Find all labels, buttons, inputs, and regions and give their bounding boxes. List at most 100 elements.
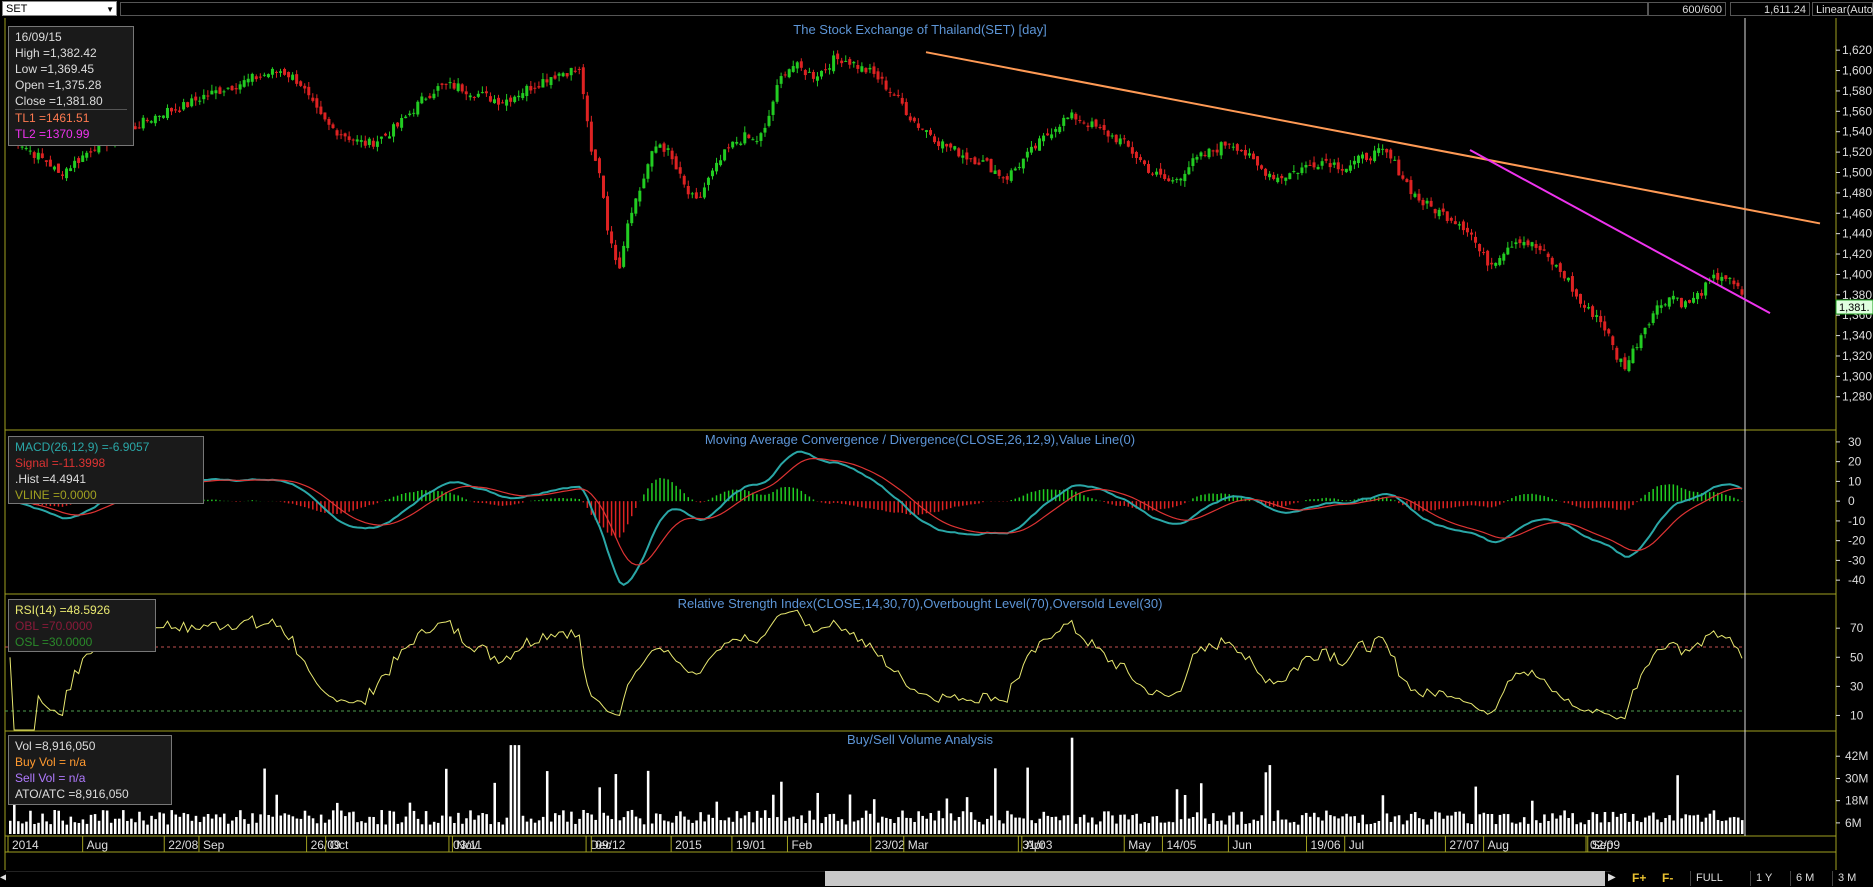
- trendline-tl2[interactable]: [1469, 149, 1771, 315]
- date-tick-label: 22/08: [168, 838, 198, 852]
- volume-bar: [1470, 824, 1474, 834]
- volume-bar: [739, 818, 743, 834]
- scroll-left-icon[interactable]: ◀: [0, 872, 8, 883]
- volume-bar: [17, 821, 20, 834]
- candle-body: [1562, 271, 1566, 279]
- zoom-out-icon[interactable]: F-: [1662, 871, 1674, 885]
- candle-body: [194, 96, 198, 101]
- volume-bar: [1208, 823, 1211, 834]
- volume-bar: [323, 822, 327, 834]
- range-6m-button[interactable]: 6 M: [1790, 871, 1819, 886]
- candle-body: [1268, 173, 1272, 178]
- range-3m-button[interactable]: 3 M: [1832, 871, 1861, 886]
- candle-body: [254, 76, 258, 80]
- candle-body: [1526, 240, 1530, 246]
- scroll-thumb[interactable]: [825, 871, 1605, 886]
- candle-body: [1312, 162, 1316, 168]
- volume-bar: [1413, 812, 1417, 834]
- candle-body: [1542, 249, 1546, 251]
- rsi-tick-label: 30: [1850, 679, 1864, 693]
- volume-tick-label: 18M: [1845, 794, 1868, 808]
- chevron-down-icon[interactable]: ▼: [106, 5, 114, 14]
- symbol-select[interactable]: SET ▼: [2, 1, 117, 16]
- candle-body: [1304, 164, 1308, 168]
- candle-body: [1603, 321, 1607, 331]
- volume-bar: [311, 818, 315, 834]
- candle-body: [803, 70, 807, 76]
- candle-body: [383, 133, 387, 136]
- chart-canvas[interactable]: The Stock Exchange of Thailand(SET) [day…: [0, 18, 1873, 870]
- volume-bar: [630, 809, 634, 834]
- volume-bar: [142, 820, 145, 834]
- candle-body: [1033, 145, 1037, 149]
- volume-bar: [1030, 820, 1033, 834]
- volume-bar: [348, 812, 351, 834]
- volume-bar: [558, 815, 561, 834]
- volume-bar: [949, 813, 953, 834]
- trendline-tl1[interactable]: [925, 51, 1821, 225]
- candle-body: [1328, 163, 1332, 168]
- scroll-right-icon[interactable]: ▶: [1608, 872, 1616, 883]
- candle-body: [1009, 170, 1013, 181]
- candle-body: [916, 123, 920, 128]
- range-1y-button[interactable]: 1 Y: [1750, 871, 1777, 886]
- volume-bar: [1442, 818, 1445, 834]
- volume-bar: [1434, 811, 1437, 834]
- candle-body: [404, 116, 408, 119]
- volume-bar: [1066, 815, 1070, 834]
- volume-bar: [832, 813, 836, 834]
- volume-bar: [1466, 823, 1469, 834]
- volume-bar: [642, 824, 646, 834]
- candle-body: [1397, 159, 1401, 176]
- candle-body: [81, 155, 85, 162]
- info-macd: MACD(26,12,9) =-6.9057: [15, 440, 150, 454]
- candle-body: [674, 156, 678, 170]
- candle-body: [1239, 149, 1243, 152]
- zoom-in-icon[interactable]: F+: [1632, 871, 1647, 885]
- volume-bar: [1494, 824, 1498, 834]
- candle-body: [1627, 360, 1631, 371]
- volume-bar: [921, 815, 924, 834]
- volume-bar: [994, 768, 997, 834]
- volume-info-box: Vol =8,916,050 Buy Vol = n/a Sell Vol = …: [8, 735, 172, 805]
- scale-mode[interactable]: Linear(Auto: [1812, 2, 1873, 16]
- volume-bar: [1648, 815, 1651, 834]
- candle-body: [343, 133, 347, 137]
- volume-bar: [683, 816, 686, 834]
- volume-bar: [1304, 812, 1308, 834]
- candle-body: [1595, 315, 1599, 317]
- volume-bar: [29, 810, 32, 834]
- candle-body: [339, 134, 343, 136]
- symbol-value: SET: [6, 3, 28, 15]
- volume-bar: [436, 822, 440, 834]
- candle-body: [771, 101, 775, 115]
- candle-body: [1704, 282, 1708, 296]
- volume-bar: [945, 798, 949, 834]
- volume-bar: [1417, 818, 1421, 834]
- volume-bar: [1635, 820, 1639, 834]
- macd-info-box: MACD(26,12,9) =-6.9057 Signal =-11.3998 …: [8, 436, 204, 504]
- range-full-button[interactable]: FULL: [1690, 871, 1728, 886]
- candle-body: [945, 143, 949, 147]
- candle-body: [1142, 160, 1146, 165]
- candle-body: [1280, 175, 1284, 179]
- candle-body: [355, 139, 359, 142]
- candle-body: [824, 69, 828, 71]
- candle-body: [1377, 148, 1381, 153]
- volume-bar: [412, 810, 416, 834]
- candle-body: [460, 84, 464, 92]
- date-tick-label: 19/01: [736, 838, 766, 852]
- candle-body: [1457, 224, 1461, 226]
- volume-bar: [1175, 789, 1179, 834]
- candle-body: [412, 112, 416, 114]
- candle-body: [89, 151, 93, 153]
- macd-tick-label: 30: [1848, 435, 1862, 449]
- volume-bar: [1571, 813, 1574, 834]
- candle-body: [230, 85, 234, 91]
- volume-bar: [1502, 813, 1506, 834]
- date-tick-label: 14/05: [1166, 838, 1196, 852]
- volume-bar: [1531, 800, 1534, 834]
- candle-body: [844, 60, 848, 62]
- volume-bar: [610, 819, 614, 834]
- volume-bar: [25, 821, 28, 834]
